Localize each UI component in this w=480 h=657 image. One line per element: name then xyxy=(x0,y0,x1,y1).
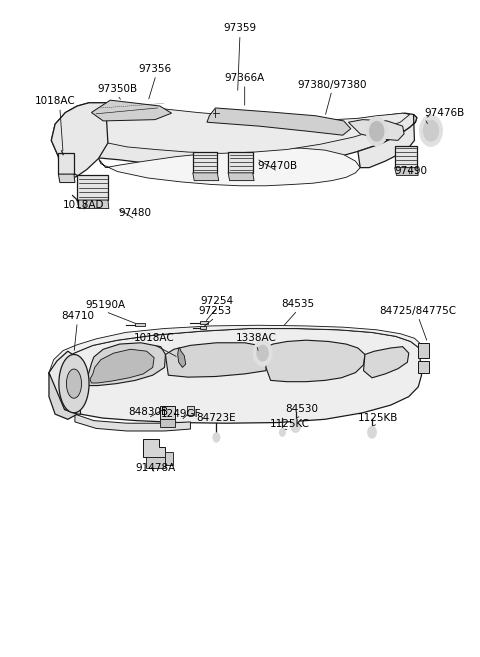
Text: 1249GF: 1249GF xyxy=(161,409,201,419)
Circle shape xyxy=(420,115,442,147)
Polygon shape xyxy=(395,168,418,175)
Circle shape xyxy=(370,122,384,141)
Text: 84725/84775C: 84725/84775C xyxy=(380,306,457,315)
Polygon shape xyxy=(98,148,360,186)
Polygon shape xyxy=(49,351,81,414)
Polygon shape xyxy=(59,174,75,183)
Polygon shape xyxy=(49,325,421,373)
Polygon shape xyxy=(165,452,173,464)
Polygon shape xyxy=(187,406,194,415)
Text: 84830B: 84830B xyxy=(128,407,168,417)
Circle shape xyxy=(213,433,220,442)
Polygon shape xyxy=(77,175,108,200)
Text: 95190A: 95190A xyxy=(85,300,126,310)
Polygon shape xyxy=(144,439,166,457)
Text: 97253: 97253 xyxy=(198,306,231,316)
Text: 97490: 97490 xyxy=(394,166,427,176)
Polygon shape xyxy=(84,343,166,386)
Polygon shape xyxy=(98,102,410,153)
Text: 97476B: 97476B xyxy=(425,108,465,118)
Text: 1018AD: 1018AD xyxy=(63,200,104,210)
Polygon shape xyxy=(135,323,144,326)
Polygon shape xyxy=(193,173,219,181)
Circle shape xyxy=(423,120,439,141)
Text: 97356: 97356 xyxy=(139,64,172,74)
Polygon shape xyxy=(178,348,186,367)
Polygon shape xyxy=(228,152,252,173)
Polygon shape xyxy=(193,152,217,173)
Polygon shape xyxy=(51,102,417,168)
Polygon shape xyxy=(166,343,267,377)
Text: 1338AC: 1338AC xyxy=(236,333,277,344)
Polygon shape xyxy=(363,347,409,378)
Polygon shape xyxy=(145,457,165,468)
Polygon shape xyxy=(77,200,109,208)
Polygon shape xyxy=(160,419,175,427)
Polygon shape xyxy=(91,100,171,121)
Polygon shape xyxy=(200,321,208,324)
Text: 84535: 84535 xyxy=(281,299,314,309)
Circle shape xyxy=(368,426,376,438)
Polygon shape xyxy=(160,406,175,419)
Polygon shape xyxy=(59,355,89,413)
Text: 97254: 97254 xyxy=(201,296,234,306)
Text: 1125KB: 1125KB xyxy=(358,413,398,422)
Text: 97470B: 97470B xyxy=(258,161,298,171)
Polygon shape xyxy=(200,326,206,329)
Polygon shape xyxy=(395,146,417,168)
Text: 97359: 97359 xyxy=(223,24,256,34)
Polygon shape xyxy=(358,114,417,168)
Circle shape xyxy=(257,346,268,361)
Circle shape xyxy=(279,428,285,436)
Polygon shape xyxy=(418,361,429,373)
Text: 1018AC: 1018AC xyxy=(35,96,75,106)
Polygon shape xyxy=(75,414,191,431)
Polygon shape xyxy=(418,344,429,357)
Text: 1018AC: 1018AC xyxy=(134,333,175,344)
Circle shape xyxy=(291,419,300,432)
Polygon shape xyxy=(228,173,254,181)
Text: 97480: 97480 xyxy=(119,208,152,218)
Text: 91478A: 91478A xyxy=(135,463,175,472)
Polygon shape xyxy=(266,340,365,382)
Circle shape xyxy=(366,117,387,146)
Polygon shape xyxy=(49,373,77,419)
Circle shape xyxy=(253,340,272,366)
Text: 97366A: 97366A xyxy=(225,74,265,83)
Polygon shape xyxy=(49,328,421,423)
Text: 1125KC: 1125KC xyxy=(269,419,310,429)
Text: 84530: 84530 xyxy=(285,404,318,414)
Text: 97380/97380: 97380/97380 xyxy=(297,79,367,90)
Text: 84723E: 84723E xyxy=(197,413,236,422)
Polygon shape xyxy=(59,153,74,174)
Polygon shape xyxy=(66,369,82,398)
Polygon shape xyxy=(51,102,108,181)
Polygon shape xyxy=(348,120,404,141)
Text: 84710: 84710 xyxy=(61,311,94,321)
Polygon shape xyxy=(90,350,154,383)
Text: 97350B: 97350B xyxy=(97,83,137,94)
Polygon shape xyxy=(207,108,351,135)
